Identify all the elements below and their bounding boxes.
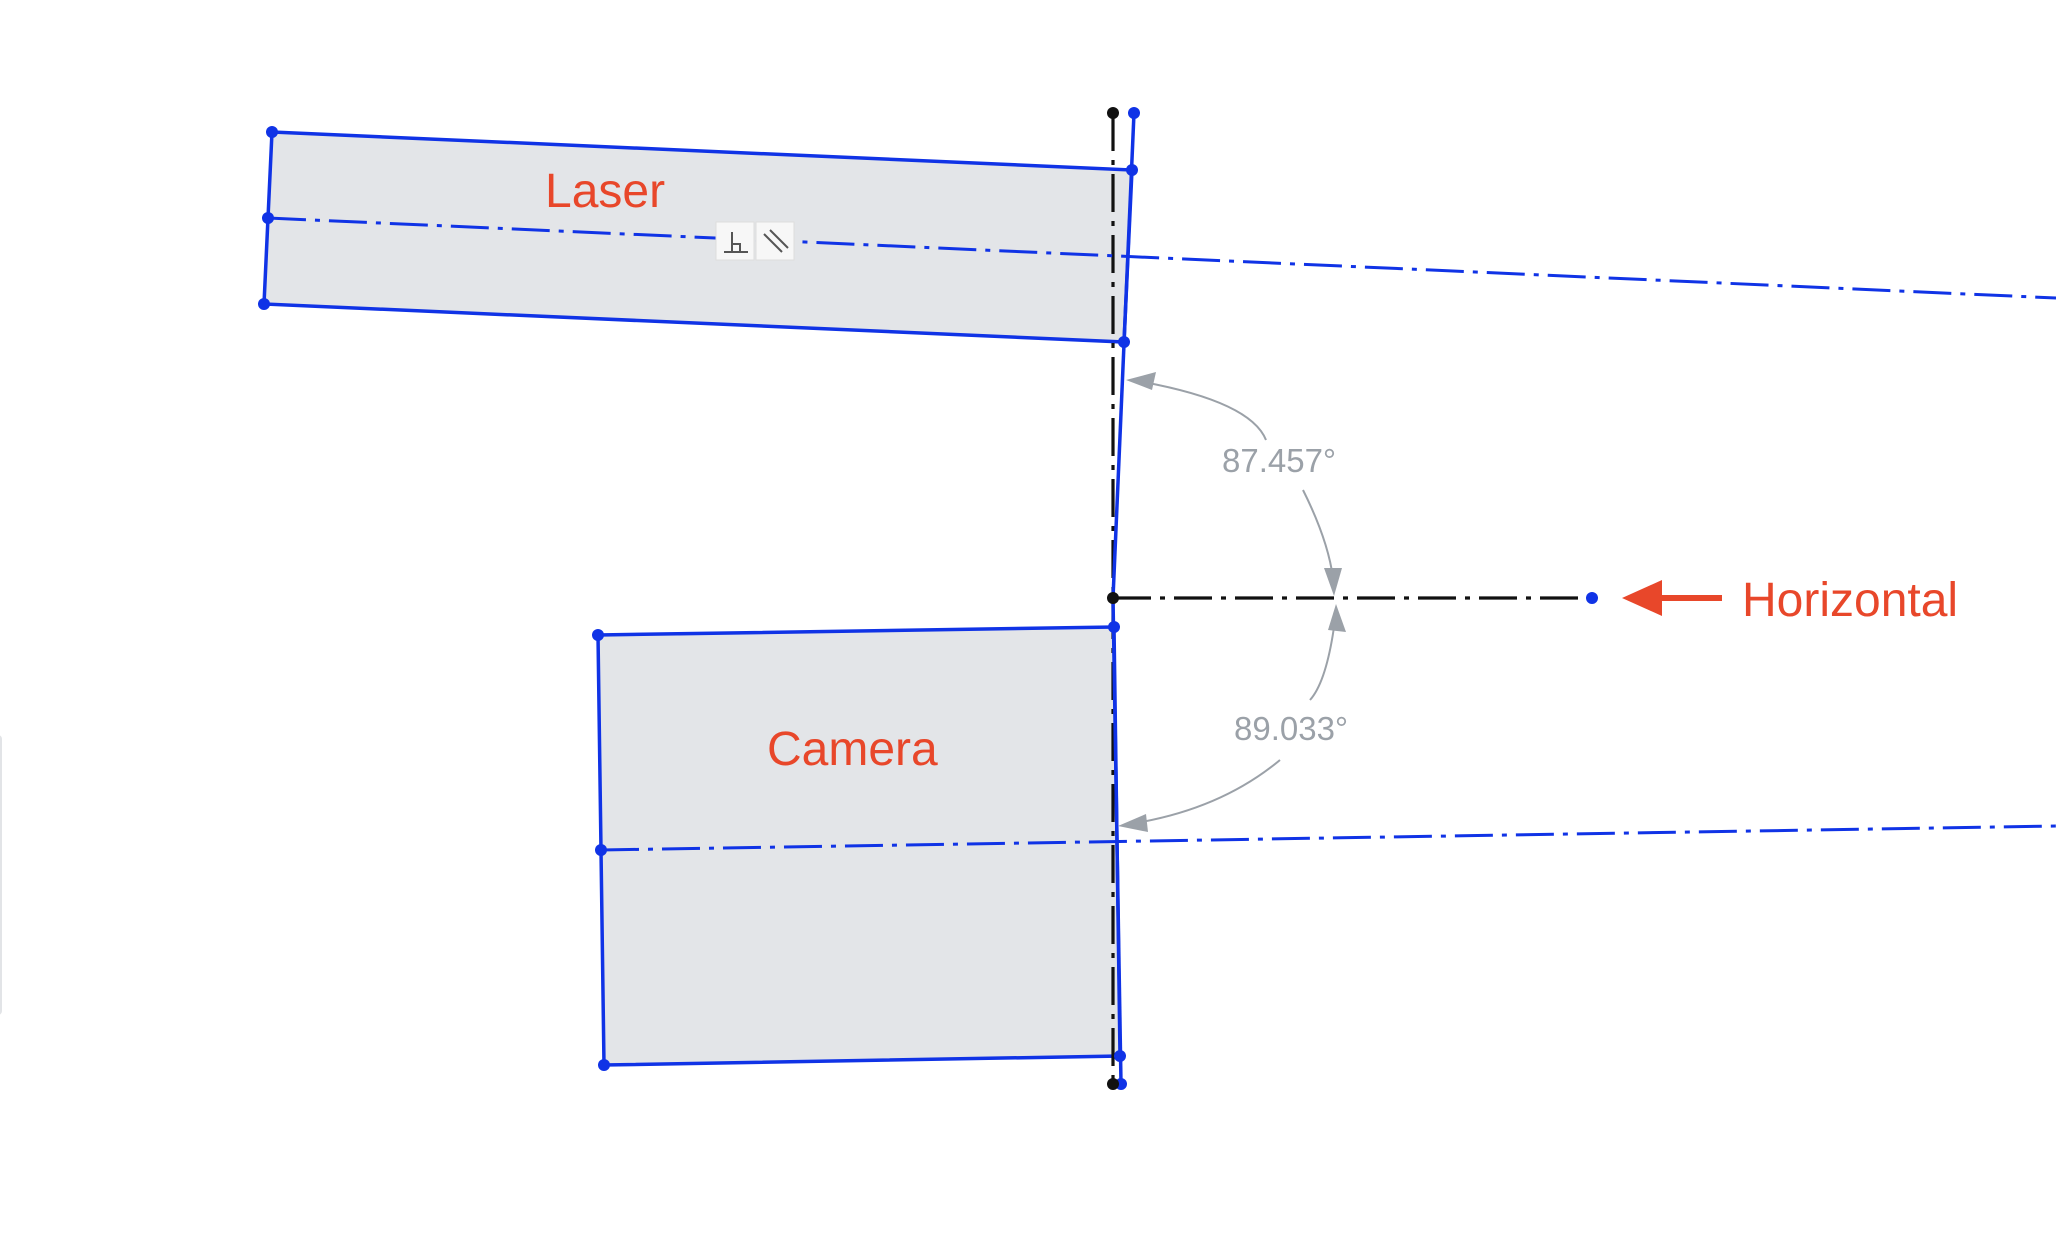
laser-vertical-line[interactable]	[1111, 112, 1136, 599]
camera-corner-point[interactable]	[1108, 621, 1120, 633]
laser-label: Laser	[545, 165, 665, 218]
lower-arrow-top	[1328, 604, 1346, 632]
upper-angle-arc	[1131, 379, 1267, 441]
camera-corner-point[interactable]	[592, 629, 604, 641]
horizontal-label: Horizontal	[1742, 574, 1958, 627]
annotation-arrow-head	[1622, 580, 1662, 616]
camera-midpoint[interactable]	[595, 844, 607, 856]
laser-corner-point[interactable]	[258, 298, 270, 310]
camera-vertical-line[interactable]	[1111, 597, 1123, 1085]
laser-centerline[interactable]	[267, 216, 2056, 300]
upper-arrow-bottom	[1324, 568, 1342, 596]
side-panel-handle[interactable]	[0, 735, 2, 1015]
construction-endpoint[interactable]	[1107, 107, 1119, 119]
upper-angle-arc-lower	[1302, 489, 1334, 579]
lower-angle-dimension[interactable]: 89.033°	[1234, 710, 1348, 747]
construction-endpoint[interactable]	[1107, 1078, 1119, 1090]
laser-corner-point[interactable]	[1118, 336, 1130, 348]
camera-corner-point[interactable]	[1114, 1050, 1126, 1062]
camera-corner-point[interactable]	[598, 1059, 610, 1071]
laser-midpoint[interactable]	[262, 212, 274, 224]
laser-corner-point[interactable]	[266, 126, 278, 138]
perpendicular-icon[interactable]	[715, 221, 755, 261]
upper-angle-dimension[interactable]: 87.457°	[1222, 442, 1336, 479]
laser-corner-point[interactable]	[1126, 164, 1138, 176]
origin-point[interactable]	[1107, 592, 1119, 604]
upper-arrow-top	[1126, 372, 1156, 390]
lower-arrow-bottom	[1118, 814, 1148, 832]
laser-line-endpoint[interactable]	[1128, 107, 1140, 119]
camera-label: Camera	[767, 723, 938, 776]
parallel-icon[interactable]	[755, 221, 795, 261]
horizontal-line-endpoint[interactable]	[1586, 592, 1598, 604]
lower-angle-arc	[1129, 759, 1281, 825]
